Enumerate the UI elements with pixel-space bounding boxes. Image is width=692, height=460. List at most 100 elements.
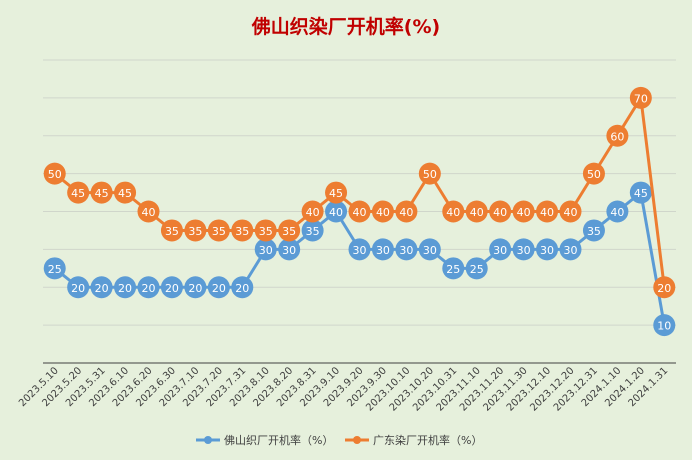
data-point (606, 200, 629, 223)
data-label: 40 (399, 206, 413, 219)
data-label: 30 (282, 244, 296, 257)
data-point (395, 238, 418, 261)
data-label: 25 (48, 263, 62, 276)
data-label: 30 (399, 244, 413, 257)
legend-marker (204, 436, 212, 444)
data-label: 25 (446, 263, 460, 276)
data-point (653, 276, 676, 299)
data-label: 40 (493, 206, 507, 219)
data-point (606, 124, 629, 147)
data-label: 45 (118, 187, 132, 200)
data-label: 45 (329, 187, 343, 200)
data-label: 30 (376, 244, 390, 257)
data-label: 45 (71, 187, 85, 200)
data-point (395, 200, 418, 223)
series-1: 25 20 20 20 20 20 20 20 20 30 30 35 40 30 30 30 30 25 25 30… (43, 181, 676, 337)
data-point (629, 86, 652, 109)
data-label: 20 (95, 282, 109, 295)
data-label: 40 (564, 206, 578, 219)
data-point (254, 219, 277, 242)
data-label: 35 (235, 225, 249, 238)
data-label: 40 (376, 206, 390, 219)
data-label: 25 (470, 263, 484, 276)
data-label: 40 (446, 206, 460, 219)
data-point (90, 276, 113, 299)
data-label: 20 (188, 282, 202, 295)
data-point (137, 276, 160, 299)
legend: 佛山织厂开机率（%） 广东染厂开机率（%） (196, 433, 482, 447)
data-point (278, 238, 301, 261)
data-point (348, 238, 371, 261)
data-label: 35 (212, 225, 226, 238)
data-label: 20 (142, 282, 156, 295)
data-point (67, 181, 90, 204)
data-point (418, 238, 441, 261)
data-point (489, 200, 512, 223)
data-label: 20 (235, 282, 249, 295)
data-point (582, 219, 605, 242)
data-label: 30 (517, 244, 531, 257)
x-tick-labels: 2023.5.102023.5.202023.5.312023.6.102023… (17, 365, 670, 413)
data-label: 10 (657, 320, 671, 333)
data-point (371, 238, 394, 261)
data-label: 50 (48, 168, 62, 181)
data-label: 45 (634, 187, 648, 200)
data-label: 40 (142, 206, 156, 219)
data-label: 35 (587, 225, 601, 238)
data-label: 20 (212, 282, 226, 295)
data-label: 20 (118, 282, 132, 295)
data-label: 40 (329, 206, 343, 219)
data-point (184, 276, 207, 299)
data-point (43, 162, 66, 185)
data-label: 60 (610, 130, 624, 143)
data-label: 45 (95, 187, 109, 200)
data-point (536, 238, 559, 261)
data-point (301, 219, 324, 242)
data-point (160, 219, 183, 242)
data-label: 30 (423, 244, 437, 257)
data-label: 30 (540, 244, 554, 257)
data-point (559, 238, 582, 261)
data-label: 50 (587, 168, 601, 181)
data-label: 30 (564, 244, 578, 257)
data-point (160, 276, 183, 299)
data-point (442, 257, 465, 280)
data-point (512, 238, 535, 261)
data-point (207, 219, 230, 242)
legend-label: 佛山织厂开机率（%） (224, 433, 333, 447)
data-point (231, 219, 254, 242)
data-label: 40 (470, 206, 484, 219)
data-label: 20 (165, 282, 179, 295)
data-point (465, 200, 488, 223)
chart-title: 佛山织染厂开机率(%) (251, 15, 440, 38)
data-point (325, 200, 348, 223)
data-point (325, 181, 348, 204)
data-point (465, 257, 488, 280)
data-point (278, 219, 301, 242)
data-point (231, 276, 254, 299)
data-point (371, 200, 394, 223)
data-point (43, 257, 66, 280)
data-point (442, 200, 465, 223)
data-label: 30 (259, 244, 273, 257)
data-label: 40 (517, 206, 531, 219)
legend-label: 广东染厂开机率（%） (373, 433, 482, 447)
data-label: 40 (306, 206, 320, 219)
data-label: 30 (353, 244, 367, 257)
data-point (653, 314, 676, 337)
data-label: 35 (306, 225, 320, 238)
data-label: 70 (634, 92, 648, 105)
data-label: 40 (353, 206, 367, 219)
data-point (254, 238, 277, 261)
data-point (629, 181, 652, 204)
data-label: 20 (71, 282, 85, 295)
legend-marker (353, 436, 361, 444)
data-label: 20 (657, 282, 671, 295)
data-point (67, 276, 90, 299)
data-point (184, 219, 207, 242)
data-label: 30 (493, 244, 507, 257)
data-label: 35 (259, 225, 273, 238)
data-point (114, 276, 137, 299)
